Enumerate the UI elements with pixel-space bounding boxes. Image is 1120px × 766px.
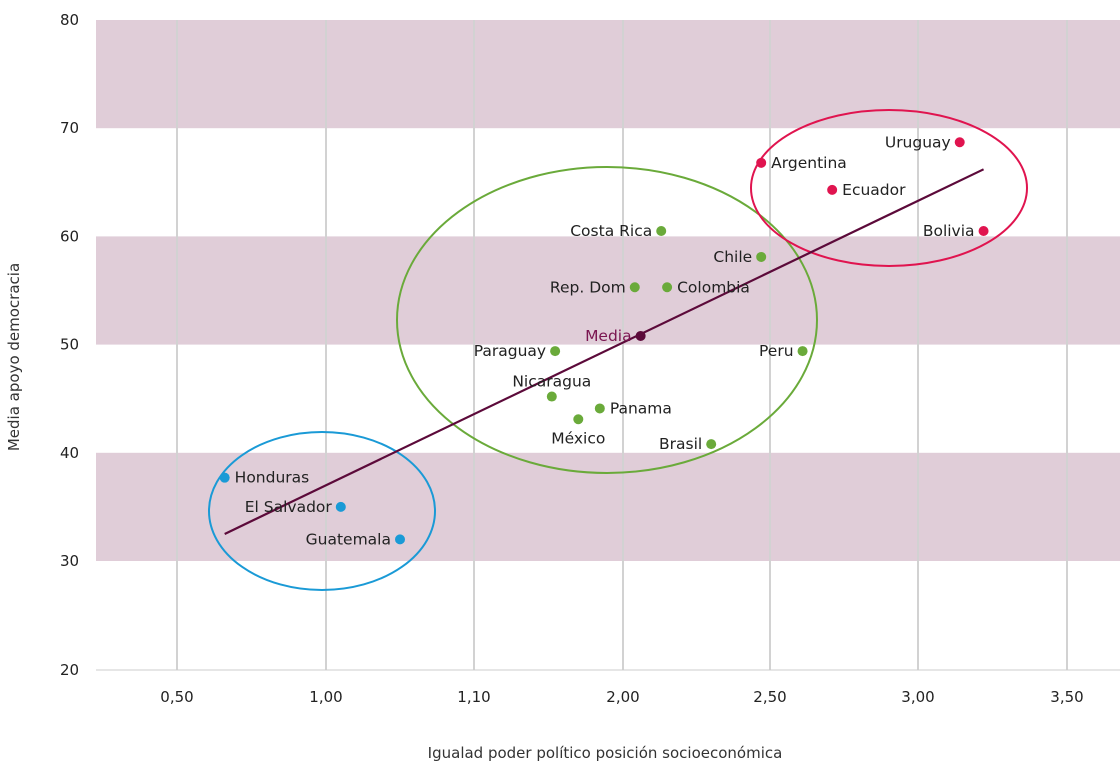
- point-label: Nicaragua: [512, 373, 591, 391]
- data-point: [706, 439, 717, 450]
- green-cluster-ellipse: [396, 166, 818, 474]
- point-label: Honduras: [235, 469, 310, 487]
- point-label: Chile: [713, 248, 752, 266]
- y-tick-label: 20: [60, 661, 79, 679]
- x-tick-label: 3,00: [901, 688, 934, 706]
- mean-label: Media: [585, 327, 632, 345]
- x-tick-label: 0,50: [160, 688, 193, 706]
- data-points: [219, 137, 989, 545]
- y-tick-label: 30: [60, 552, 79, 570]
- band: [96, 236, 1120, 345]
- data-point: [827, 184, 838, 195]
- point-label: Costa Rica: [570, 222, 652, 240]
- data-point: [656, 225, 667, 236]
- y-tick-label: 60: [60, 227, 79, 245]
- data-point: [954, 137, 965, 148]
- vertical-gridlines: [176, 20, 1068, 670]
- y-tick-label: 80: [60, 11, 79, 29]
- point-label: Peru: [759, 342, 794, 360]
- trend-line: [224, 168, 985, 535]
- background-bands: [96, 20, 1120, 561]
- point-labels: Honduras El Salvador Guatemala Costa Rica Ch…: [235, 133, 975, 548]
- data-point: [797, 346, 808, 357]
- x-axis-ticks: 0,50 1,00 1,10 2,00 2,50 3,00 3,50: [160, 688, 1083, 706]
- point-label: Paraguay: [474, 342, 546, 360]
- data-point: [395, 534, 405, 545]
- x-tick-label: 2,50: [753, 688, 786, 706]
- y-tick-label: 70: [60, 119, 79, 137]
- data-point: [573, 414, 584, 425]
- data-point: [629, 282, 640, 293]
- point-label: Bolivia: [923, 222, 975, 240]
- red-cluster-ellipse: [750, 109, 1028, 267]
- y-tick-label: 40: [60, 444, 79, 462]
- x-tick-label: 1,10: [457, 688, 490, 706]
- point-label: Panama: [610, 399, 672, 417]
- data-point: [546, 391, 557, 402]
- point-label: Argentina: [771, 154, 847, 172]
- point-label: Ecuador: [842, 181, 906, 199]
- point-label: Brasil: [659, 435, 702, 453]
- data-point: [756, 251, 767, 262]
- mean-point: [635, 330, 646, 341]
- data-point: [335, 501, 346, 512]
- point-label: México: [551, 429, 605, 447]
- data-point: [978, 225, 989, 236]
- data-point: [662, 282, 673, 293]
- group-ellipses: [208, 109, 1028, 591]
- x-tick-label: 1,00: [309, 688, 342, 706]
- x-axis-title: Igualad poder político posición socioeco…: [428, 744, 783, 762]
- point-label: Rep. Dom: [550, 278, 626, 296]
- x-tick-label: 2,00: [606, 688, 639, 706]
- blue-cluster-ellipse: [208, 431, 436, 591]
- band: [96, 20, 1120, 129]
- point-label: Uruguay: [885, 133, 951, 151]
- data-point: [219, 472, 230, 483]
- y-axis-ticks: 20 30 40 50 60 70 80: [60, 11, 79, 679]
- data-point: [550, 346, 561, 357]
- point-label: El Salvador: [245, 498, 333, 516]
- data-point: [594, 403, 605, 414]
- point-label: Guatemala: [306, 530, 391, 548]
- y-tick-label: 50: [60, 336, 79, 354]
- x-tick-label: 3,50: [1050, 688, 1083, 706]
- band: [96, 452, 1120, 561]
- point-label: Colombia: [677, 278, 750, 296]
- data-point: [756, 157, 767, 168]
- y-axis-title: Media apoyo democracia: [5, 263, 23, 451]
